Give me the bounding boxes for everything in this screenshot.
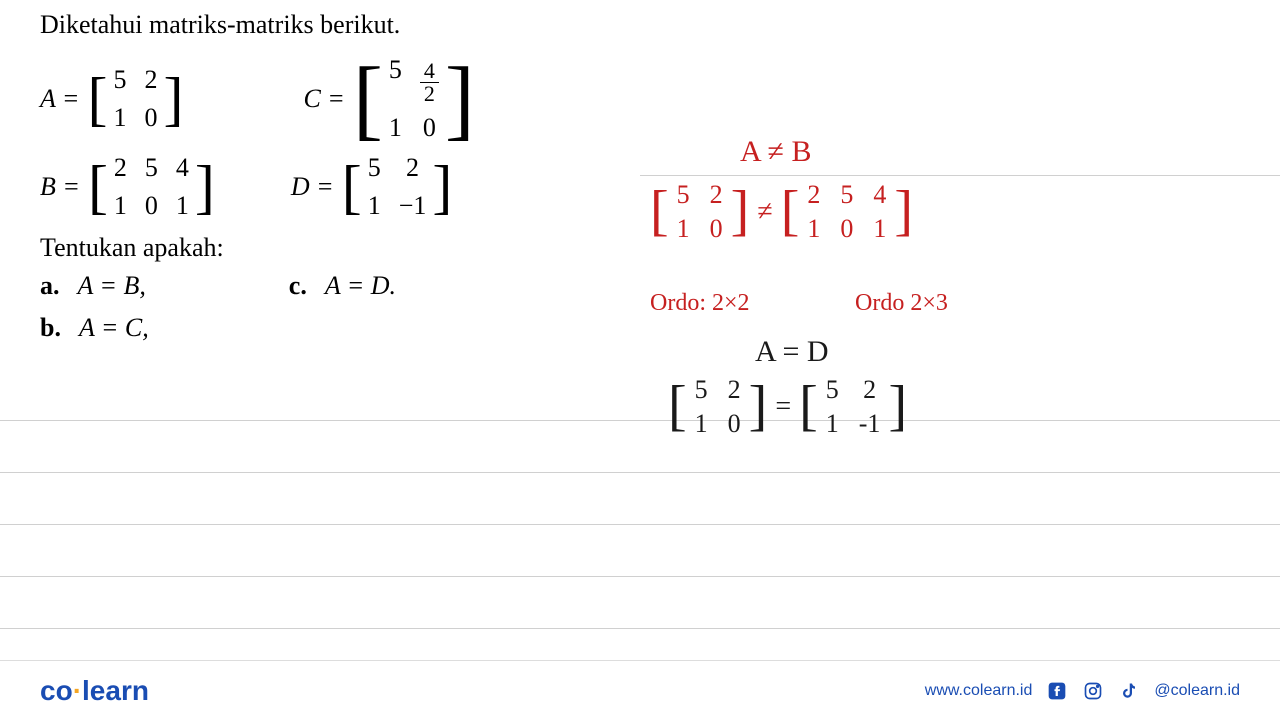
problem-area: Diketahui matriks-matriks berikut. A = [… (40, 10, 620, 343)
ruled-line (640, 175, 1280, 176)
hw-cell: 2 (710, 180, 723, 210)
tiktok-icon[interactable] (1118, 680, 1140, 702)
q-label: b. (40, 313, 61, 343)
question-prompt: Tentukan apakah: (40, 233, 620, 263)
question-list: a. A = B, b. A = C, c. A = D. (40, 271, 620, 343)
question-a: a. A = B, (40, 271, 149, 301)
q-content: A = C, (79, 313, 149, 343)
hw-cell: 5 (695, 375, 708, 405)
matrix-cell: −1 (399, 191, 427, 221)
matrix-cell: 0 (144, 103, 157, 133)
hw-cell: 1 (873, 214, 886, 244)
matrix-cell: 5 (389, 55, 402, 105)
hw-a-eq-d: A = D (755, 335, 829, 369)
matrix-cell: 1 (176, 191, 189, 221)
footer-handle[interactable]: @colearn.id (1154, 682, 1240, 700)
hw-cell: 2 (807, 180, 820, 210)
matrix-cell: 1 (114, 191, 127, 221)
ruled-line (0, 472, 1280, 473)
matrix-cell: 4 (176, 153, 189, 183)
hw-cell: 1 (695, 409, 708, 439)
matrix-c: C = [ 5 4 2 1 0 ] (303, 55, 474, 143)
matrix-cell: 2 (114, 153, 127, 183)
question-c: c. A = D. (289, 271, 396, 301)
matrix-cell: 1 (113, 103, 126, 133)
hw-cell: 1 (807, 214, 820, 244)
eq-sign: = (775, 391, 791, 423)
hw-cell: 1 (677, 214, 690, 244)
hw-matrix-compare-2: [ 5 2 1 0 ] = [ 5 2 1 -1 ] (668, 375, 907, 439)
brand-logo: co·learn (40, 675, 149, 707)
matrix-d: D = [ 5 2 1 −1 ] (291, 153, 452, 221)
frac-num: 4 (420, 60, 439, 83)
hw-cell: 2 (728, 375, 741, 405)
matrix-b-label: B = (40, 172, 80, 202)
ruled-line (0, 576, 1280, 577)
hw-ordo-1: Ordo: 2×2 (650, 290, 750, 317)
logo-dot: · (73, 675, 82, 706)
matrix-cell: 1 (368, 191, 381, 221)
matrix-cell: 1 (389, 113, 402, 143)
hw-cell: 5 (840, 180, 853, 210)
matrix-c-label: C = (303, 84, 344, 114)
instagram-icon[interactable] (1082, 680, 1104, 702)
matrix-cell: 5 (113, 65, 126, 95)
matrix-b: B = [ 2 5 4 1 0 1 ] (40, 153, 215, 221)
question-b: b. A = C, (40, 313, 149, 343)
hw-cell: 0 (710, 214, 723, 244)
matrix-a: A = [ 5 2 1 0 ] (40, 55, 183, 143)
ruled-line (0, 628, 1280, 629)
logo-co: co (40, 675, 73, 706)
q-label: a. (40, 271, 60, 301)
hw-cell: 2 (859, 375, 881, 405)
frac-den: 2 (420, 83, 439, 105)
hw-cell: -1 (859, 409, 881, 439)
footer-url[interactable]: www.colearn.id (925, 682, 1033, 700)
matrix-a-label: A = (40, 84, 79, 114)
hw-ordo-2: Ordo 2×3 (855, 290, 948, 317)
q-content: A = D. (325, 271, 396, 301)
matrix-cell: 2 (399, 153, 427, 183)
hw-cell: 0 (728, 409, 741, 439)
footer-right: www.colearn.id @colearn.id (925, 680, 1240, 702)
matrix-cell: 0 (420, 113, 439, 143)
problem-title: Diketahui matriks-matriks berikut. (40, 10, 620, 40)
matrix-cell: 5 (368, 153, 381, 183)
hw-cell: 1 (826, 409, 839, 439)
facebook-icon[interactable] (1046, 680, 1068, 702)
hw-cell: 5 (677, 180, 690, 210)
hw-cell: 5 (826, 375, 839, 405)
logo-learn: learn (82, 675, 149, 706)
matrix-cell: 4 2 (420, 55, 439, 105)
ruled-line (0, 524, 1280, 525)
hw-matrix-compare-1: [ 5 2 1 0 ] ≠ [ 2 5 4 1 0 1 (650, 180, 913, 244)
page-root: Diketahui matriks-matriks berikut. A = [… (0, 0, 1280, 720)
q-content: A = B, (78, 271, 146, 301)
neq-sign: ≠ (757, 196, 772, 228)
matrix-cell: 5 (145, 153, 158, 183)
ruled-line (0, 420, 1280, 421)
hw-cell: 4 (873, 180, 886, 210)
matrix-d-label: D = (291, 172, 334, 202)
matrix-cell: 2 (144, 65, 157, 95)
q-label: c. (289, 271, 307, 301)
footer: co·learn www.colearn.id @colearn.id (0, 660, 1280, 720)
matrix-cell: 0 (145, 191, 158, 221)
hw-a-neq-b: A ≠ B (740, 135, 811, 169)
hw-cell: 0 (840, 214, 853, 244)
matrix-row-1: A = [ 5 2 1 0 ] C = [ 5 (40, 55, 620, 143)
matrix-row-2: B = [ 2 5 4 1 0 1 ] D = [ (40, 153, 620, 221)
